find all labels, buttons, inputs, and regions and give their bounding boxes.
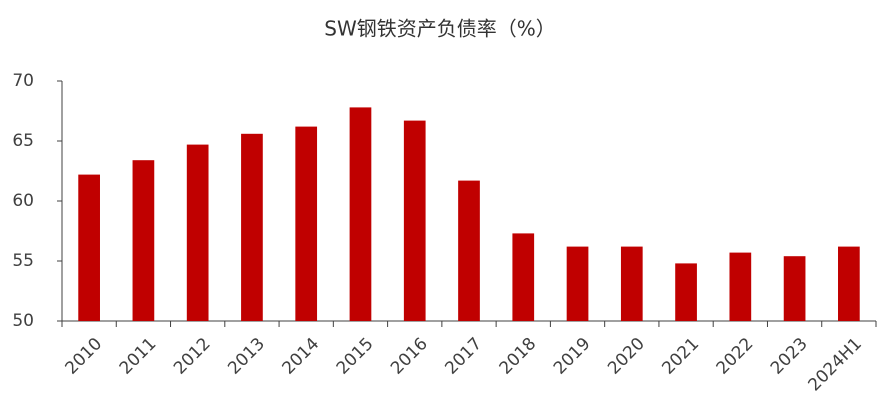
y-tick-label: 50 xyxy=(12,311,34,331)
x-tick-label: 2012 xyxy=(170,334,215,379)
y-tick-label: 65 xyxy=(12,131,34,151)
x-tick-label: 2022 xyxy=(713,334,758,379)
y-tick-label: 55 xyxy=(12,251,34,271)
y-tick-label: 60 xyxy=(12,191,34,211)
bar xyxy=(729,252,752,321)
x-tick-label: 2020 xyxy=(604,334,649,379)
bar xyxy=(403,120,426,321)
bar xyxy=(838,246,860,321)
bar xyxy=(458,180,480,321)
x-tick-label: 2016 xyxy=(387,334,432,379)
x-tick-label: 2024H1 xyxy=(805,334,866,395)
bar xyxy=(675,263,697,321)
x-tick-label: 2023 xyxy=(767,334,812,379)
chart-title: SW钢铁资产负债率（%） xyxy=(324,17,555,41)
x-tick-label: 2010 xyxy=(61,334,106,379)
bar xyxy=(241,133,263,321)
x-tick-label: 2021 xyxy=(658,334,703,379)
x-tick-label: 2019 xyxy=(550,334,595,379)
bar xyxy=(295,126,318,321)
bar xyxy=(349,107,372,322)
x-tick-label: 2018 xyxy=(496,334,541,379)
bar xyxy=(132,160,155,321)
x-tick-label: 2013 xyxy=(224,334,269,379)
bar xyxy=(620,246,643,321)
x-tick-label: 2011 xyxy=(116,334,161,379)
bar xyxy=(566,246,589,321)
x-tick-label: 2014 xyxy=(279,334,324,379)
bar xyxy=(78,174,100,321)
bar xyxy=(186,144,209,321)
x-tick-label: 2015 xyxy=(333,334,378,379)
bar xyxy=(512,233,535,321)
bar xyxy=(783,256,806,321)
x-tick-label: 2017 xyxy=(441,334,486,379)
y-tick-label: 70 xyxy=(12,71,34,91)
